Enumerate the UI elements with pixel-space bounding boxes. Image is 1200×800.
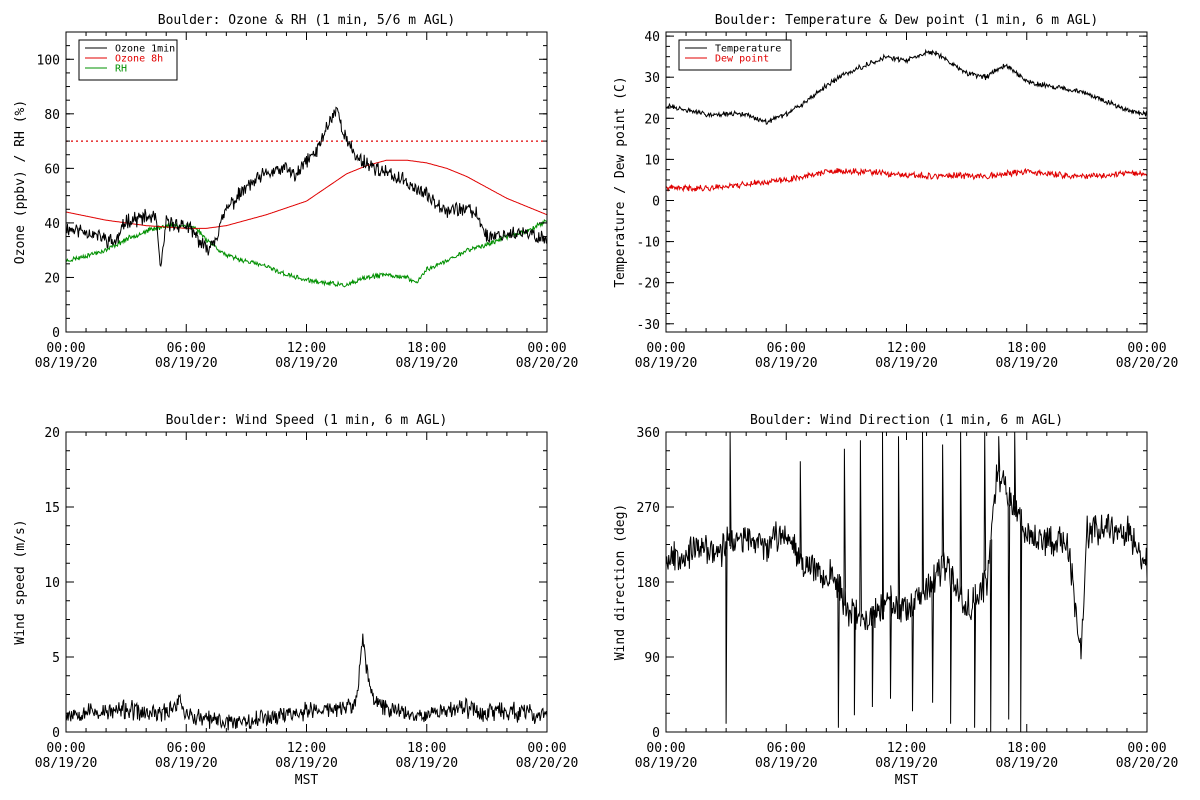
plot-frame [65,431,548,733]
x-tick-label-time: 06:00 [767,741,806,756]
x-tick-label-time: 00:00 [46,741,85,756]
x-tick-label-time: 12:00 [287,341,326,356]
y-tick-label: 10 [44,576,60,591]
x-tick-label-time: 00:00 [1127,741,1166,756]
chart-panel-2: Boulder: Temperature & Dew point (1 min,… [613,13,1178,371]
x-tick-label-date: 08/19/20 [995,756,1058,771]
y-tick-label: 20 [44,426,60,441]
x-tick-label-date: 08/19/20 [35,356,98,371]
x-tick-label-date: 08/20/20 [516,756,579,771]
x-tick-label-time: 12:00 [287,741,326,756]
y-tick-label: -30 [637,318,660,333]
x-tick-label-date: 08/19/20 [755,756,818,771]
y-tick-label: 15 [44,501,60,516]
y-tick-label: 80 [44,108,60,123]
x-tick-label-date: 08/19/20 [275,756,338,771]
y-tick-label: 60 [44,162,60,177]
chart-panel-3: Boulder: Wind Speed (1 min, 6 m AGL) 0 5 10… [13,413,578,788]
x-tick-label-time: 18:00 [1007,341,1046,356]
y-tick-label: 0 [52,726,60,741]
x-tick-label-date: 08/19/20 [35,756,98,771]
chart-title: Boulder: Wind Direction (1 min, 6 m AGL) [750,413,1063,428]
x-tick-label-time: 00:00 [646,741,685,756]
y-tick-label: 5 [52,651,60,666]
y-tick-label: 0 [52,326,60,341]
series-line-dew-point [666,167,1147,193]
x-tick-label-time: 06:00 [767,341,806,356]
series-line-trace-1 [66,633,547,731]
x-tick-label-date: 08/19/20 [155,356,218,371]
y-tick-label: 270 [637,501,660,516]
y-tick-label: 100 [37,53,60,68]
x-tick-label-date: 08/19/20 [755,356,818,371]
series-line-rh [66,218,547,288]
chart-title: Boulder: Ozone & RH (1 min, 5/6 m AGL) [158,13,455,28]
x-tick-label-date: 08/19/20 [875,756,938,771]
y-tick-label: 40 [44,217,60,232]
y-tick-label: 0 [652,194,660,209]
x-tick-label-date: 08/20/20 [1116,356,1179,371]
x-tick-label-time: 06:00 [167,741,206,756]
chart-panel-1: Boulder: Ozone & RH (1 min, 5/6 m AGL) 0 2… [13,13,578,371]
legend-label: Ozone 1min [115,44,175,55]
x-tick-label-time: 18:00 [407,741,446,756]
x-tick-label-time: 00:00 [527,341,566,356]
series-line-temperature [666,48,1147,125]
chart-title: Boulder: Wind Speed (1 min, 6 m AGL) [166,413,448,428]
x-tick-label-time: 00:00 [46,341,85,356]
x-tick-label-time: 06:00 [167,341,206,356]
x-tick-label-date: 08/20/20 [516,356,579,371]
x-tick-label-date: 08/19/20 [875,356,938,371]
x-tick-label-date: 08/19/20 [155,756,218,771]
y-tick-label: 360 [637,426,660,441]
series-line-ozone-8h [66,159,547,229]
legend-label: Temperature [715,44,781,55]
x-tick-label-date: 08/19/20 [275,356,338,371]
x-tick-label-date: 08/20/20 [1116,756,1179,771]
x-tick-label-time: 12:00 [887,741,926,756]
x-tick-label-date: 08/19/20 [995,356,1058,371]
y-tick-label: 20 [44,271,60,286]
x-tick-label-date: 08/19/20 [635,756,698,771]
y-tick-label: 40 [644,30,660,45]
series-line-trace-1 [666,432,1147,732]
plot-frame [665,431,1148,733]
x-tick-label-date: 08/19/20 [395,756,458,771]
y-tick-label: 180 [637,576,660,591]
x-tick-label-date: 08/19/20 [395,356,458,371]
legend-box [678,39,792,71]
y-axis-label: Ozone (ppbv) / RH (%) [13,100,28,264]
x-tick-label-date: 08/19/20 [635,356,698,371]
y-tick-label: 30 [644,71,660,86]
x-axis-label: MST [295,773,319,788]
y-tick-label: -20 [637,277,660,292]
x-axis-label: MST [895,773,919,788]
x-tick-label-time: 00:00 [527,741,566,756]
plot-frame [665,31,1148,333]
y-tick-label: -10 [637,236,660,251]
y-tick-label: 10 [644,153,660,168]
x-tick-label-time: 00:00 [1127,341,1166,356]
y-axis-label: Wind direction (deg) [613,504,628,661]
x-tick-label-time: 18:00 [407,341,446,356]
series-line-ozone-1min [66,106,547,268]
x-tick-label-time: 12:00 [887,341,926,356]
y-tick-label: 0 [652,726,660,741]
legend-label: RH [115,64,127,75]
y-axis-label: Wind speed (m/s) [13,519,28,644]
legend-label: Ozone 8h [115,54,163,65]
y-tick-label: 90 [644,651,660,666]
y-axis-label: Temperature / Dew point (C) [613,76,628,287]
legend-label: Dew point [715,54,769,65]
legend-box [78,39,178,81]
x-tick-label-time: 18:00 [1007,741,1046,756]
chart-title: Boulder: Temperature & Dew point (1 min,… [715,13,1099,28]
x-tick-label-time: 00:00 [646,341,685,356]
y-tick-label: 20 [644,112,660,127]
chart-panel-4: Boulder: Wind Direction (1 min, 6 m AGL)… [613,413,1178,788]
